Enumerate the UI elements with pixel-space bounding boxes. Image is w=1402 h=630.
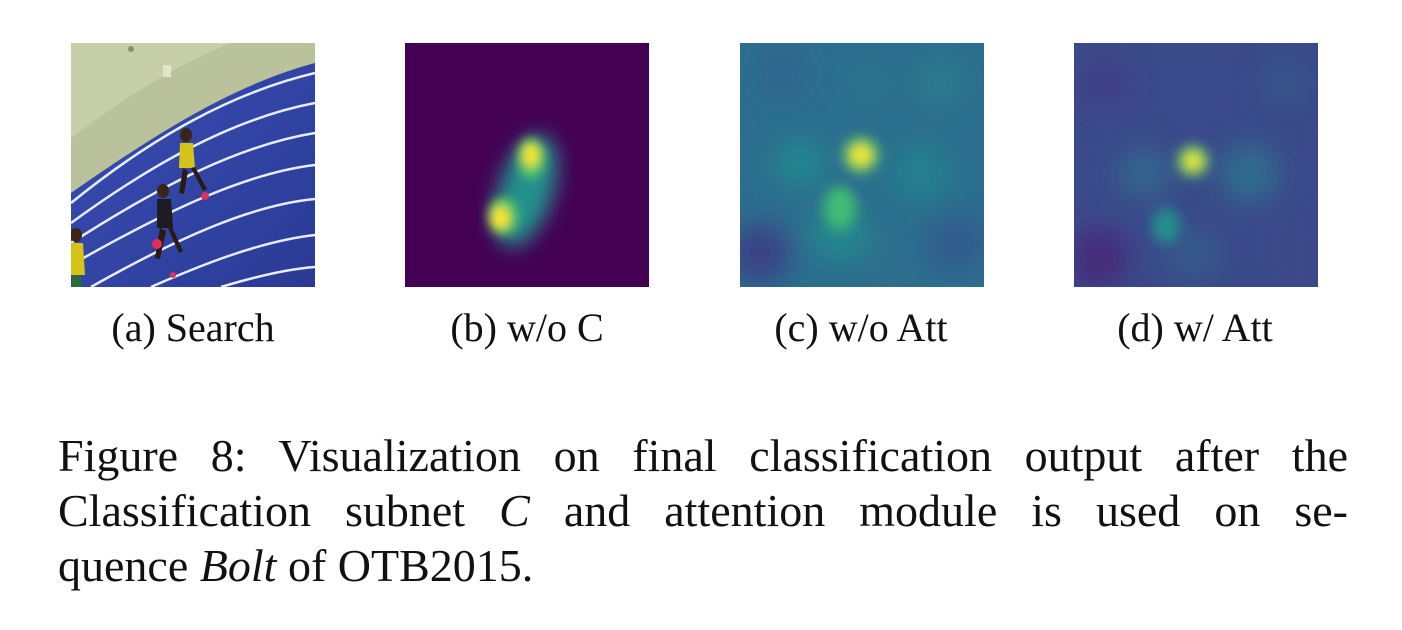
- caption-text: of OTB2015.: [276, 540, 534, 591]
- subcaption-title: w/ Att: [1173, 305, 1273, 350]
- subcaption-label: (a): [111, 305, 156, 350]
- caption-line-3: quence Bolt of OTB2015.: [58, 538, 1348, 593]
- subcaption-label: (c): [774, 305, 819, 350]
- subcaption-c: (c) w/o Att: [711, 303, 1011, 353]
- subcaption-label: (d): [1117, 305, 1164, 350]
- subcaption-title: w/o Att: [828, 305, 948, 350]
- caption-line-1: Figure 8: Visualization on final classif…: [58, 430, 1348, 481]
- athlete-2: [152, 184, 183, 278]
- subcaption-title: Search: [165, 305, 275, 350]
- heatmap-noise: [740, 51, 983, 283]
- heatmap-w-att: [1074, 43, 1318, 287]
- subcaption-d: (d) w/ Att: [1045, 303, 1345, 353]
- bg-object: [163, 65, 171, 77]
- caption-text: Classification subnet: [58, 485, 500, 536]
- athlete-1: [179, 128, 209, 200]
- bg-figure: [128, 46, 134, 52]
- heatmap-blob-inner: [488, 138, 545, 235]
- heatmap-peak: [1152, 145, 1209, 244]
- subcaption-b: (b) w/o C: [377, 303, 677, 353]
- subcaption-a: (a) Search: [43, 303, 343, 353]
- heatmap-wo-att-svg: [740, 43, 984, 287]
- heatmap-wo-att: [740, 43, 984, 287]
- lane-lines: [71, 71, 315, 287]
- heatmap-w-att-svg: [1074, 43, 1318, 287]
- caption-sequence-name: Bolt: [199, 540, 277, 591]
- infield-light: [71, 43, 231, 138]
- heatmap-wo-c-svg: [405, 43, 649, 287]
- search-image-svg: [71, 43, 315, 287]
- figure-caption: Figure 8: Visualization on final classif…: [58, 428, 1348, 593]
- subcaption-label: (b): [450, 305, 497, 350]
- heatmap-wo-c: [405, 43, 649, 287]
- caption-line-2: Classification subnet C and attention mo…: [58, 483, 1348, 538]
- caption-math-c: C: [499, 485, 530, 536]
- athlete-3: [71, 228, 85, 287]
- search-image: [71, 43, 315, 287]
- caption-text: and attention module is used on se-: [529, 485, 1348, 536]
- subcaption-title: w/o C: [506, 305, 604, 350]
- heatmap-noise: [1074, 58, 1315, 287]
- heatmap-peak: [824, 137, 879, 230]
- caption-text: quence: [58, 540, 200, 591]
